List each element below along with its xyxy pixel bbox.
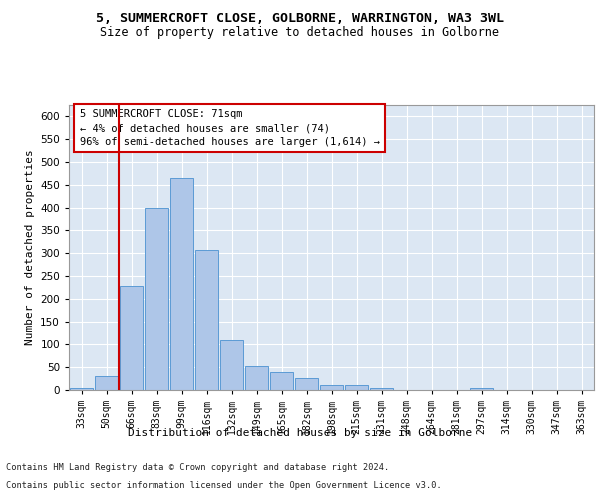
Bar [470, 388, 493, 390]
Y-axis label: Number of detached properties: Number of detached properties [25, 150, 35, 346]
Text: 5 SUMMERCROFT CLOSE: 71sqm
← 4% of detached houses are smaller (74)
96% of semi-: 5 SUMMERCROFT CLOSE: 71sqm ← 4% of detac… [79, 110, 380, 148]
Bar [344, 385, 368, 390]
Bar [269, 372, 293, 390]
Bar [145, 208, 169, 390]
Bar [70, 388, 94, 390]
Bar [194, 250, 218, 390]
Bar [170, 178, 193, 390]
Text: Distribution of detached houses by size in Golborne: Distribution of detached houses by size … [128, 428, 472, 438]
Text: Contains public sector information licensed under the Open Government Licence v3: Contains public sector information licen… [6, 481, 442, 490]
Bar [295, 378, 319, 390]
Text: Contains HM Land Registry data © Crown copyright and database right 2024.: Contains HM Land Registry data © Crown c… [6, 464, 389, 472]
Text: 5, SUMMERCROFT CLOSE, GOLBORNE, WARRINGTON, WA3 3WL: 5, SUMMERCROFT CLOSE, GOLBORNE, WARRINGT… [96, 12, 504, 26]
Bar [119, 286, 143, 390]
Bar [220, 340, 244, 390]
Text: Size of property relative to detached houses in Golborne: Size of property relative to detached ho… [101, 26, 499, 39]
Bar [320, 384, 343, 390]
Bar [370, 388, 394, 390]
Bar [245, 366, 268, 390]
Bar [95, 376, 118, 390]
